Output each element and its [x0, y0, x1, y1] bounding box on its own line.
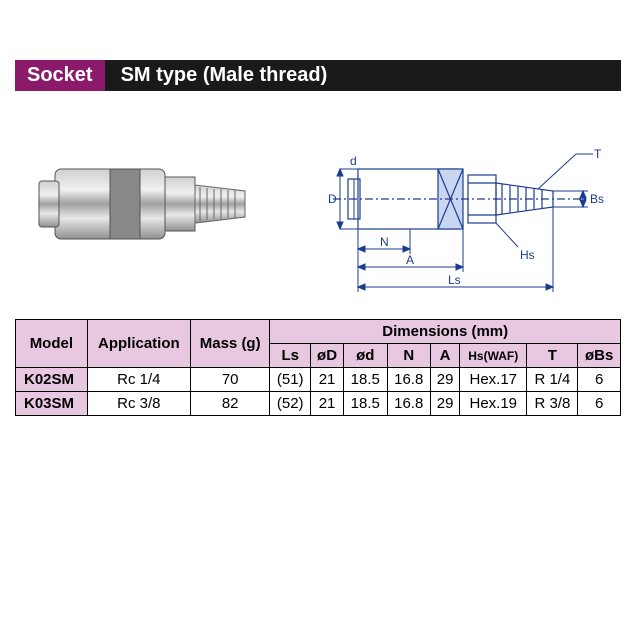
- dimensions-table: Model Application Mass (g) Dimensions (m…: [15, 319, 621, 416]
- cell-Ls: (51): [270, 368, 311, 392]
- header-type-label: SM type (Male thread): [105, 60, 621, 91]
- cell-oBs: 6: [578, 392, 621, 416]
- dim-label-Ls: Ls: [448, 273, 461, 287]
- cell-oD: 21: [311, 368, 344, 392]
- cell-Ls: (52): [270, 392, 311, 416]
- cell-od: 18.5: [344, 392, 387, 416]
- product-photo: [15, 99, 295, 309]
- cell-Hs: Hex.17: [460, 368, 527, 392]
- header-socket-label: Socket: [15, 60, 105, 91]
- col-mass: Mass (g): [190, 320, 269, 368]
- dimension-diagram: D d N A Ls Hs T Bs: [295, 99, 621, 309]
- col-oBs: øBs: [578, 344, 621, 368]
- col-Hs: Hs(WAF): [460, 344, 527, 368]
- cell-mass: 82: [190, 392, 269, 416]
- dim-label-D: D: [328, 192, 337, 206]
- cell-model: K02SM: [16, 368, 88, 392]
- header-bar: Socket SM type (Male thread): [15, 60, 621, 91]
- cell-T: R 3/8: [527, 392, 578, 416]
- cell-application: Rc 1/4: [87, 368, 190, 392]
- col-model: Model: [16, 320, 88, 368]
- col-application: Application: [87, 320, 190, 368]
- cell-mass: 70: [190, 368, 269, 392]
- table-row: K03SM Rc 3/8 82 (52) 21 18.5 16.8 29 Hex…: [16, 392, 621, 416]
- cell-A: 29: [430, 368, 459, 392]
- cell-model: K03SM: [16, 392, 88, 416]
- cell-T: R 1/4: [527, 368, 578, 392]
- cell-oD: 21: [311, 392, 344, 416]
- col-T: T: [527, 344, 578, 368]
- col-A: A: [430, 344, 459, 368]
- cell-oBs: 6: [578, 368, 621, 392]
- col-oD: øD: [311, 344, 344, 368]
- col-N: N: [387, 344, 430, 368]
- col-od: ød: [344, 344, 387, 368]
- cell-Hs: Hex.19: [460, 392, 527, 416]
- cell-N: 16.8: [387, 392, 430, 416]
- cell-A: 29: [430, 392, 459, 416]
- dim-label-A: A: [406, 253, 414, 267]
- dim-label-Hs: Hs: [520, 248, 535, 262]
- table-row: K02SM Rc 1/4 70 (51) 21 18.5 16.8 29 Hex…: [16, 368, 621, 392]
- col-dimensions: Dimensions (mm): [270, 320, 621, 344]
- cell-od: 18.5: [344, 368, 387, 392]
- dim-label-T: T: [594, 147, 602, 161]
- cell-application: Rc 3/8: [87, 392, 190, 416]
- dim-label-d: d: [350, 154, 357, 168]
- cell-N: 16.8: [387, 368, 430, 392]
- col-Ls: Ls: [270, 344, 311, 368]
- dim-label-Bs: Bs: [590, 192, 604, 206]
- dim-label-N: N: [380, 235, 389, 249]
